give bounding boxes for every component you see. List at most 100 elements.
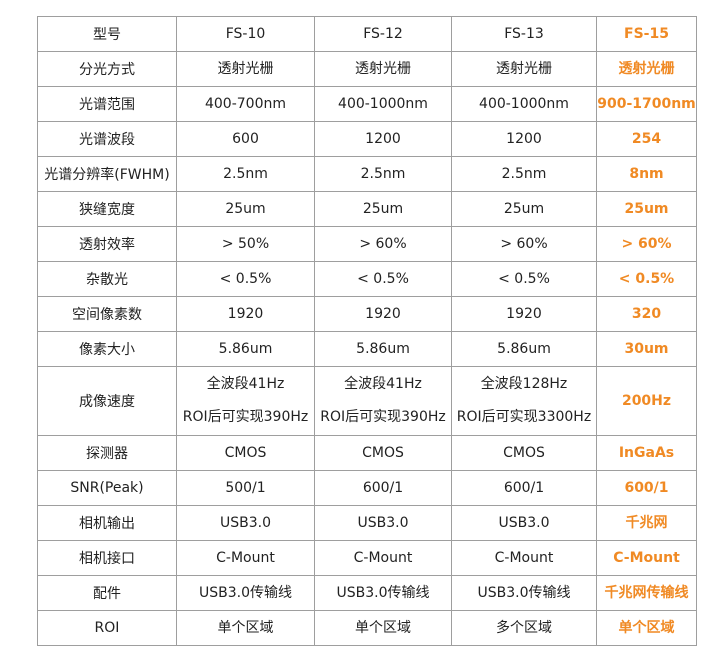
value-cell: C-Mount (176, 540, 315, 576)
table-row: 光谱范围 400-700nm 400-1000nm 400-1000nm 900-170… (37, 86, 697, 122)
row-label-cell: 探测器 (37, 435, 177, 471)
cell-text-line: 全波段128Hz (480, 376, 568, 392)
cell-text-line: > 60% (621, 235, 672, 252)
cell-text-line: > 60% (359, 235, 407, 252)
cell-text-line: 全波段41Hz (206, 376, 285, 392)
cell-text-line: CMOS (224, 444, 267, 461)
table-row: 狭缝宽度 25um 25um 25um 25um (37, 191, 697, 227)
cell-text-line: < 0.5% (498, 270, 550, 287)
cell-text-line: 1200 (365, 130, 401, 147)
value-cell: 25um (451, 191, 597, 227)
cell-text-line: 400-700nm (204, 95, 286, 112)
cell-text-line: 单个区域 (618, 619, 675, 636)
value-cell: 透射光栅 (176, 51, 315, 87)
value-cell: USB3.0 (451, 505, 597, 541)
cell-text-line: 单个区域 (355, 619, 411, 636)
table-row: 像素大小 5.86um 5.86um 5.86um 30um (37, 331, 697, 367)
highlight-value-cell: 600/1 (596, 470, 697, 506)
cell-text-line: 400-1000nm (479, 95, 569, 112)
cell-text-line: 600 (232, 130, 259, 147)
row-label-cell: 像素大小 (37, 331, 177, 367)
cell-text-line: < 0.5% (357, 270, 409, 287)
table-row: 相机输出 USB3.0 USB3.0 USB3.0 千兆网 (37, 505, 697, 541)
value-cell: CMOS (176, 435, 315, 471)
cell-text-line: C-Mount (216, 549, 275, 566)
cell-text-line: 25um (362, 200, 404, 217)
row-label-cell: 杂散光 (37, 261, 177, 297)
table-row: 杂散光 < 0.5% < 0.5% < 0.5% < 0.5% (37, 261, 697, 297)
highlight-value-cell: 320 (596, 296, 697, 332)
value-cell: 400-1000nm (314, 86, 452, 122)
cell-text-line: C-Mount (613, 549, 680, 566)
cell-text-line: USB3.0 (498, 514, 550, 531)
cell-text-line: 2.5nm (501, 165, 547, 182)
cell-text-line: 600/1 (624, 479, 669, 496)
highlight-value-cell: C-Mount (596, 540, 697, 576)
cell-text-line: CMOS (503, 444, 545, 461)
cell-text-line: USB3.0传输线 (198, 584, 292, 601)
value-cell: 1200 (314, 121, 452, 157)
value-cell: USB3.0传输线 (176, 575, 315, 611)
cell-text-line: 透射光栅 (217, 60, 274, 77)
value-cell: USB3.0传输线 (451, 575, 597, 611)
cell-text-line: > 50% (221, 235, 270, 252)
cell-text-line: 254 (631, 130, 662, 147)
cell-text-line: 单个区域 (217, 619, 274, 636)
highlight-value-cell: 千兆网传输线 (596, 575, 697, 611)
highlight-value-cell: 透射光栅 (596, 51, 697, 87)
value-cell: < 0.5% (451, 261, 597, 297)
value-cell: 1200 (451, 121, 597, 157)
spec-table-body: 型号 FS-10 FS-12 FS-13 FS-15 分光方式 透射光栅 透射光栅透… (37, 16, 697, 646)
cell-text-line: 400-1000nm (338, 95, 428, 112)
value-cell: 600/1 (314, 470, 452, 506)
highlight-value-cell: 900-1700nm (596, 86, 697, 122)
cell-text-line: 200Hz (621, 392, 672, 409)
cell-text-line: 600/1 (503, 479, 545, 496)
cell-text-line: 25um (624, 200, 669, 217)
row-label-cell: 成像速度 (37, 366, 177, 436)
table-row: 光谱波段 600 1200 1200 254 (37, 121, 697, 157)
cell-text-line: 千兆网传输线 (604, 584, 689, 601)
cell-text-line: 500/1 (225, 479, 266, 496)
value-cell: > 60% (314, 226, 452, 262)
value-cell: 2.5nm (176, 156, 315, 192)
row-label-cell: 透射效率 (37, 226, 177, 262)
highlight-value-cell: 25um (596, 191, 697, 227)
highlight-value-cell: < 0.5% (596, 261, 697, 297)
row-label-cell: ROI (37, 610, 177, 646)
highlight-value-cell: InGaAs (596, 435, 697, 471)
cell-text-line: 透射光栅 (355, 60, 411, 77)
header-cell-fs12: FS-12 (314, 16, 452, 52)
row-label-cell: SNR(Peak) (37, 470, 177, 506)
cell-text-line: 600/1 (362, 479, 404, 496)
cell-text-line: InGaAs (618, 444, 675, 461)
cell-text-line: 320 (631, 305, 662, 322)
table-row: 相机接口 C-Mount C-Mount C-Mount C-Mount (37, 540, 697, 576)
value-cell: C-Mount (314, 540, 452, 576)
row-label-cell: 相机接口 (37, 540, 177, 576)
cell-text-line: C-Mount (494, 549, 554, 566)
table-row: 透射效率 > 50% > 60% > 60% > 60% (37, 226, 697, 262)
value-cell: 400-1000nm (451, 86, 597, 122)
table-row: 空间像素数 1920 1920 1920 320 (37, 296, 697, 332)
value-cell: 全波段128Hz ROI后可实现3300Hz (451, 366, 597, 436)
cell-text-line: 多个区域 (496, 619, 552, 636)
header-cell-fs15: FS-15 (596, 16, 697, 52)
table-row: 光谱分辨率(FWHM) 2.5nm 2.5nm 2.5nm 8nm (37, 156, 697, 192)
value-cell: CMOS (451, 435, 597, 471)
value-cell: 全波段41Hz ROI后可实现390Hz (314, 366, 452, 436)
cell-text-line: 25um (503, 200, 545, 217)
cell-text-line: 千兆网 (625, 514, 668, 531)
cell-text-line: C-Mount (353, 549, 413, 566)
header-row: 型号 FS-10 FS-12 FS-13 FS-15 (37, 16, 697, 52)
value-cell: 5.86um (176, 331, 315, 367)
value-cell: 多个区域 (451, 610, 597, 646)
cell-text-line: < 0.5% (618, 270, 675, 287)
value-cell: < 0.5% (314, 261, 452, 297)
row-label-cell: 空间像素数 (37, 296, 177, 332)
value-cell: 透射光栅 (314, 51, 452, 87)
value-cell: 25um (176, 191, 315, 227)
value-cell: USB3.0 (176, 505, 315, 541)
value-cell: USB3.0 (314, 505, 452, 541)
spec-comparison-table: 型号 FS-10 FS-12 FS-13 FS-15 分光方式 透射光栅 透射光栅透… (37, 16, 697, 646)
